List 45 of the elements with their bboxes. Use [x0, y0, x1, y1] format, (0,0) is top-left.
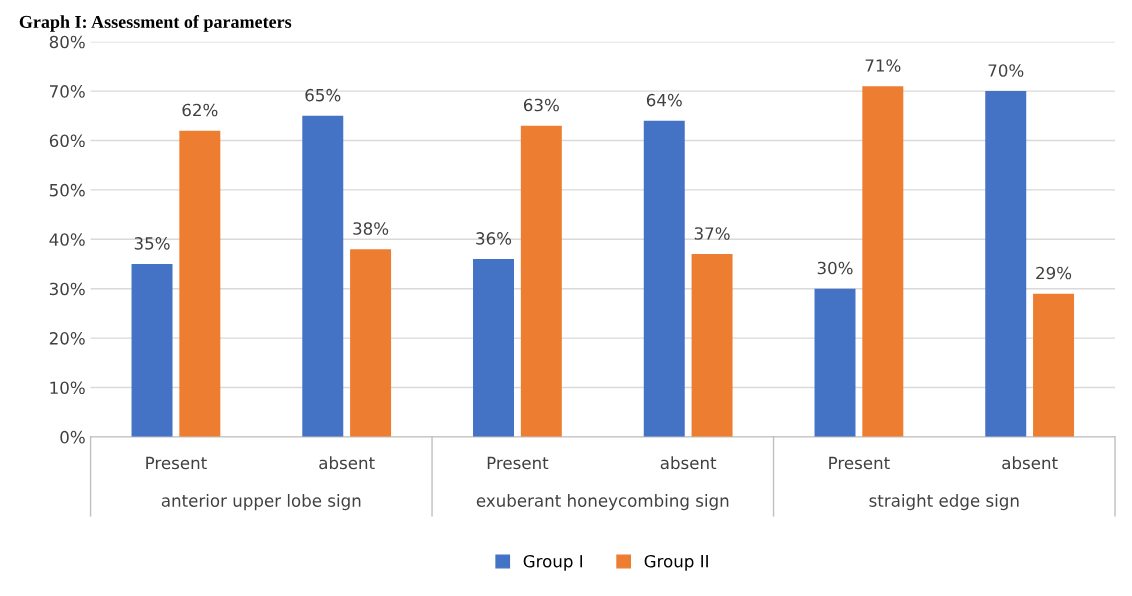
data-label: 62%: [182, 103, 218, 117]
chart-title: Graph I: Assessment of parameters: [19, 15, 292, 32]
data-label: 65%: [305, 88, 341, 102]
bar: [814, 288, 856, 437]
data-label: 64%: [646, 93, 682, 107]
data-label: 63%: [523, 98, 559, 112]
bar: [985, 91, 1027, 437]
text: exuberant honeycombing sign: [476, 494, 729, 511]
y-tick-label: 40%: [49, 233, 85, 246]
data-label: 38%: [353, 222, 389, 235]
text: anterior upper lobe sign: [161, 494, 361, 511]
bar: [350, 249, 392, 437]
bar: [691, 254, 733, 437]
legend-label: Group I: [523, 554, 583, 571]
text: straight edge sign: [869, 494, 1019, 511]
data-label: 30%: [817, 261, 853, 275]
bar: [520, 125, 562, 437]
y-tick-label: 10%: [50, 381, 85, 395]
x-tick-label: Present: [829, 456, 890, 470]
x-tick-label: absent: [1002, 456, 1058, 470]
y-tick-label: 30%: [49, 282, 85, 296]
bar: [131, 263, 173, 437]
bar: [862, 86, 904, 437]
x-tick-label: absent: [660, 456, 717, 470]
data-label: 36%: [476, 232, 512, 245]
y-tick-label: 20%: [49, 332, 85, 345]
y-tick-label: 80%: [49, 35, 85, 49]
y-tick-label: 0%: [60, 430, 85, 444]
data-label: 71%: [865, 59, 901, 72]
data-label: 29%: [1036, 266, 1072, 280]
y-tick-label: 60%: [49, 134, 85, 148]
x-tick-label: Present: [487, 456, 549, 470]
legend-label: Group II: [644, 554, 708, 571]
data-label: 37%: [694, 227, 730, 240]
bar: [302, 115, 344, 437]
y-tick-label: 50%: [49, 183, 85, 197]
bar: [179, 130, 221, 437]
bar: [1033, 293, 1075, 437]
y-tick-label: 70%: [50, 85, 85, 98]
bar: [643, 120, 685, 437]
x-tick-label: Present: [146, 456, 207, 470]
data-label: 35%: [134, 237, 170, 250]
bar: [473, 259, 514, 437]
data-label: 70%: [988, 64, 1024, 77]
x-tick-label: absent: [319, 456, 375, 470]
